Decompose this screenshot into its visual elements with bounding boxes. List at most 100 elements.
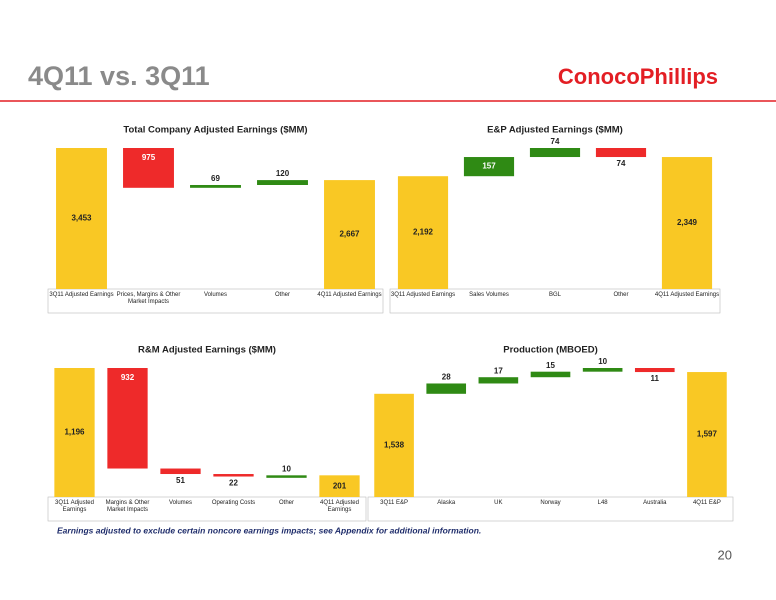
data-label: 74 xyxy=(617,159,626,168)
x-tick-label: Other xyxy=(613,292,629,298)
x-tick-label: 3Q11 Adjusted Earnings xyxy=(49,292,114,298)
x-tick-label: Alaska xyxy=(437,500,456,506)
x-tick-label-text: Other xyxy=(274,292,290,298)
x-tick-label: 3Q11 Adjusted Earnings xyxy=(390,292,456,298)
bar xyxy=(478,377,519,384)
x-tick-label: L48 xyxy=(597,500,608,506)
x-tick-label-text: Other xyxy=(278,500,294,506)
x-tick-label: 4Q11 E&P xyxy=(692,500,721,506)
bar xyxy=(687,372,727,497)
x-tick-label-text: 4Q11 Adjusted Earnings xyxy=(320,500,359,513)
x-tick-label-text: Sales Volumes xyxy=(469,292,509,298)
x-tick-label-text: Norway xyxy=(540,500,561,506)
x-tick-label-text: 3Q11 Adjusted Earnings xyxy=(55,500,94,513)
x-tick-label-text: Australia xyxy=(643,500,667,506)
category-strip xyxy=(367,496,734,522)
data-label: 3,453 xyxy=(71,214,92,223)
data-label: 975 xyxy=(142,153,156,162)
x-tick-label-text: 4Q11 Adjusted Earnings xyxy=(317,292,382,298)
data-label: 22 xyxy=(229,479,238,488)
x-tick-label: Margins & Other Market Impacts xyxy=(105,500,150,513)
data-label: 17 xyxy=(494,366,503,375)
slide-title: 4Q11 vs. 3Q11 xyxy=(28,61,210,91)
data-label: 28 xyxy=(442,373,451,382)
x-tick-label-text: Alaska xyxy=(437,500,456,506)
category-strip xyxy=(389,288,721,314)
data-label: 157 xyxy=(482,162,496,171)
x-tick-label: 4Q11 Adjusted Earnings xyxy=(654,292,720,298)
chart-title: E&P Adjusted Earnings ($MM) xyxy=(487,125,623,136)
x-tick-label-text: Margins & Other Market Impacts xyxy=(105,500,150,513)
bar xyxy=(123,148,174,188)
x-tick-label-text: Prices, Margins & Other Market Impacts xyxy=(116,292,181,305)
data-label: 932 xyxy=(121,373,135,382)
bar xyxy=(257,180,308,185)
bar xyxy=(595,148,647,158)
bar xyxy=(397,176,449,289)
data-label: 51 xyxy=(176,476,185,485)
page-number: 20 xyxy=(718,547,732,562)
x-tick-label: Operating Costs xyxy=(211,500,256,506)
x-tick-label-text: 3Q11 Adjusted Earnings xyxy=(390,292,456,298)
data-label: 2,349 xyxy=(677,218,698,227)
data-label: 1,538 xyxy=(384,441,405,450)
data-label: 10 xyxy=(598,357,607,366)
x-tick-label-text: UK xyxy=(494,500,503,506)
x-tick-label: BGL xyxy=(548,292,561,298)
bar xyxy=(266,475,307,478)
bar xyxy=(463,157,515,177)
x-tick-label-text: Other xyxy=(613,292,629,298)
data-label: 74 xyxy=(551,137,560,146)
data-label: 15 xyxy=(546,361,555,370)
x-tick-label: Volumes xyxy=(203,292,227,298)
chart-title: R&M Adjusted Earnings ($MM) xyxy=(138,345,276,356)
bar xyxy=(160,468,201,475)
x-tick-label: Other xyxy=(274,292,290,298)
x-tick-label-text: 3Q11 Adjusted Earnings xyxy=(49,292,114,298)
bar xyxy=(426,383,467,394)
x-tick-label-text: L48 xyxy=(597,500,608,506)
data-label: 1,597 xyxy=(697,430,718,439)
bar xyxy=(324,180,375,289)
x-tick-label-text: BGL xyxy=(548,292,561,298)
data-label: 120 xyxy=(276,169,290,178)
data-label: 11 xyxy=(651,374,660,383)
bar xyxy=(661,157,713,289)
bar xyxy=(213,474,254,477)
x-tick-label: 3Q11 Adjusted Earnings xyxy=(55,500,94,513)
x-tick-label: Prices, Margins & Other Market Impacts xyxy=(116,292,181,305)
x-tick-label-text: Volumes xyxy=(203,292,227,298)
bar xyxy=(374,393,414,497)
data-label: 1,196 xyxy=(64,428,85,437)
category-strip xyxy=(47,288,384,314)
bar xyxy=(190,184,241,188)
bar xyxy=(107,368,148,469)
x-tick-label-text: Operating Costs xyxy=(211,500,256,506)
footnote: Earnings adjusted to exclude certain non… xyxy=(57,525,481,535)
x-tick-label: Australia xyxy=(643,500,667,506)
category-strip xyxy=(47,496,367,522)
bar xyxy=(319,475,360,497)
x-tick-label: Sales Volumes xyxy=(469,292,509,298)
bar xyxy=(529,148,581,158)
x-tick-label: Norway xyxy=(540,500,561,506)
x-tick-label-text: 4Q11 E&P xyxy=(692,500,721,506)
chart-title: Total Company Adjusted Earnings ($MM) xyxy=(123,125,307,136)
x-tick-label: Other xyxy=(278,500,294,506)
bar xyxy=(530,371,571,378)
x-tick-label: UK xyxy=(494,500,503,506)
x-tick-label: 4Q11 Adjusted Earnings xyxy=(320,500,359,513)
chart-title: Production (MBOED) xyxy=(503,345,597,356)
data-label: 10 xyxy=(282,464,291,473)
x-tick-label-text: 3Q11 E&P xyxy=(380,500,409,506)
x-tick-label-text: Volumes xyxy=(168,500,192,506)
data-label: 2,667 xyxy=(339,230,360,239)
data-label: 201 xyxy=(333,481,347,490)
x-tick-label: 4Q11 Adjusted Earnings xyxy=(317,292,382,298)
x-tick-label-text: 4Q11 Adjusted Earnings xyxy=(654,292,720,298)
bar xyxy=(634,368,675,373)
bar xyxy=(56,148,107,289)
logo: ConocoPhillips xyxy=(558,64,718,89)
